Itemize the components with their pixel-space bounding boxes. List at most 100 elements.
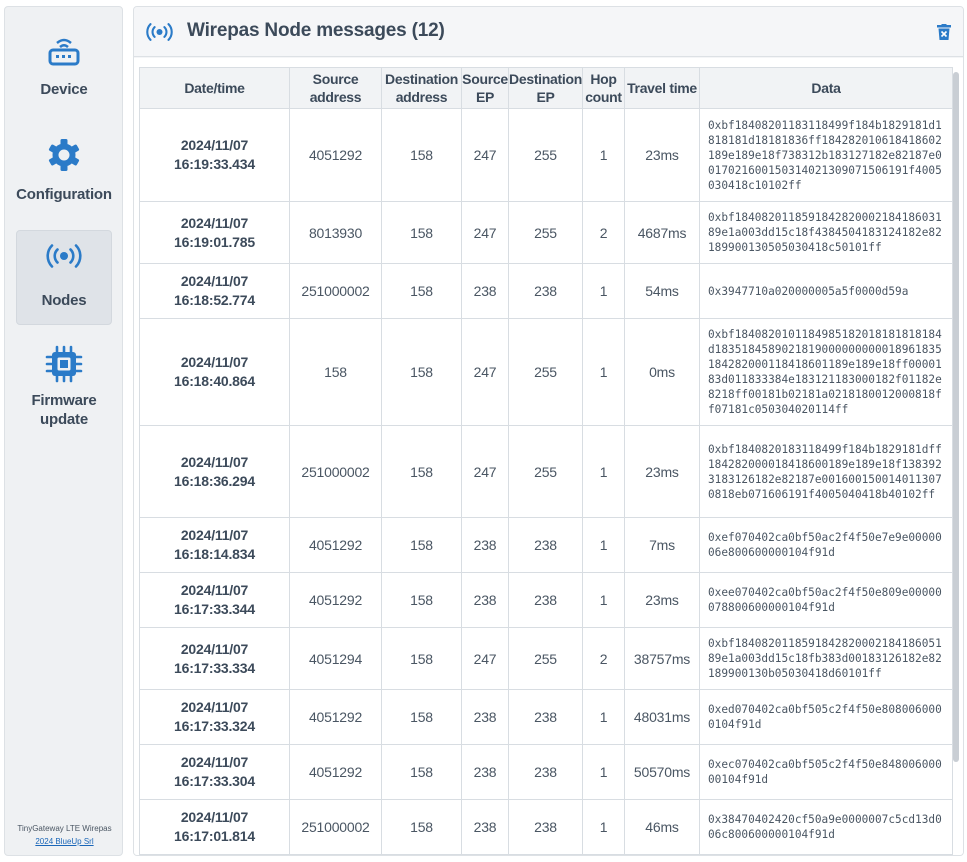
footer-title: TinyGateway LTE Wirepas — [17, 824, 112, 833]
cell-hop-count: 1 — [582, 689, 625, 745]
cell-source-ep: 247 — [461, 201, 509, 264]
node-messages-panel: Wirepas Node messages (12) Date/time Sou… — [133, 6, 964, 856]
cell-hop-count: 1 — [582, 799, 625, 855]
cell-destination-address: 158 — [381, 201, 462, 264]
cell-data: 0xbf1840820101184985182018181818184d1835… — [699, 318, 953, 426]
cell-travel-time: 4687ms — [624, 201, 700, 264]
table-row[interactable]: 2024/11/07 16:18:14.834 4051292 158 238 238 1 7… — [139, 517, 953, 573]
column-header-datetime[interactable]: Date/time — [139, 67, 290, 109]
cell-datetime: 2024/11/07 16:18:36.294 — [139, 425, 290, 518]
cell-hop-count: 1 — [582, 517, 625, 573]
cell-time: 16:19:33.434 — [174, 156, 255, 172]
column-header-travel-time[interactable]: Travel time — [624, 67, 700, 109]
cell-source-address: 4051292 — [289, 689, 382, 745]
cell-hop-count: 2 — [582, 201, 625, 264]
cell-datetime: 2024/11/07 16:17:33.334 — [139, 627, 290, 690]
footer-link[interactable]: 2024 BlueUp Srl — [35, 837, 94, 846]
table-row[interactable]: 2024/11/07 16:17:01.814 251000002 158 238 238… — [139, 799, 953, 855]
cell-source-address: 251000002 — [289, 425, 382, 518]
page-title: Wirepas Node messages (12) — [187, 20, 445, 41]
cell-date: 2024/11/07 — [180, 640, 249, 657]
cell-date: 2024/11/07 — [180, 453, 249, 470]
cell-hop-count: 1 — [582, 744, 625, 800]
table-row[interactable]: 2024/11/07 16:18:52.774 251000002 158 238 238… — [139, 263, 953, 319]
table-row[interactable]: 2024/11/07 16:18:36.294 251000002 158 247 255… — [139, 425, 953, 518]
cell-hop-count: 1 — [582, 108, 625, 202]
cell-destination-address: 158 — [381, 318, 462, 426]
table-row[interactable]: 2024/11/07 16:17:33.304 4051292 158 238 238 1 5… — [139, 744, 953, 800]
table-row[interactable]: 2024/11/07 16:19:33.434 4051292 158 247 255 1 2… — [139, 108, 953, 202]
cell-source-ep: 238 — [461, 572, 509, 628]
router-icon — [47, 34, 81, 68]
cell-source-address: 4051292 — [289, 744, 382, 800]
sidebar: Device Configuration — [4, 6, 123, 856]
panel-header: Wirepas Node messages (12) — [134, 7, 963, 57]
cell-destination-address: 158 — [381, 108, 462, 202]
column-header-destination-ep[interactable]: Destination EP — [508, 67, 583, 109]
table-row[interactable]: 2024/11/07 16:17:33.334 4051294 158 247 255 2 3… — [139, 627, 953, 690]
cell-data: 0xec070402ca0bf505c2f4f50e84800600000104… — [699, 744, 953, 800]
trash-icon[interactable] — [937, 24, 951, 45]
cell-destination-ep: 238 — [508, 572, 583, 628]
column-header-source-ep[interactable]: Source EP — [461, 67, 509, 109]
cell-data: 0xbf18408201185918428200021841860​5189e1… — [699, 627, 953, 690]
table-row[interactable]: 2024/11/07 16:17:33.324 4051292 158 238 238 1 4… — [139, 689, 953, 745]
cell-destination-address: 158 — [381, 517, 462, 573]
scrollbar[interactable] — [953, 72, 959, 762]
cell-time: 16:19:01.785 — [174, 233, 255, 250]
table-container[interactable]: Date/time Source address Destination add… — [134, 58, 963, 855]
cell-data: 0xef070402ca0bf50ac2f4f50e7e9e0000006e80… — [699, 517, 953, 573]
table-row[interactable]: 2024/11/07 16:19:01.785 8013930 158 247 255 2 4… — [139, 201, 953, 264]
cell-date: 2024/11/07 — [180, 809, 249, 825]
sidebar-item-label: Nodes — [41, 292, 87, 309]
column-header-destination-address[interactable]: Destination address — [381, 67, 462, 109]
cell-datetime: 2024/11/07 16:18:14.834 — [139, 517, 290, 573]
cell-source-ep: 238 — [461, 517, 509, 573]
column-header-data[interactable]: Data — [699, 67, 953, 109]
table-row[interactable]: 2024/11/07 16:17:33.344 4051292 158 238 238 1 2… — [139, 572, 953, 628]
column-header-source-address[interactable]: Source address — [289, 67, 382, 109]
cell-data: 0x38470402420cf50a9e0000007c5cd13d006c80… — [699, 799, 953, 855]
cell-hop-count: 1 — [582, 572, 625, 628]
cell-time: 16:17:33.334 — [174, 659, 255, 676]
cell-travel-time: 54ms — [624, 263, 700, 319]
cell-date: 2024/11/07 — [180, 354, 249, 370]
cell-date: 2024/11/07 — [180, 754, 249, 770]
cell-destination-address: 158 — [381, 627, 462, 690]
cell-destination-ep: 255 — [508, 318, 583, 426]
messages-table: Date/time Source address Destination add… — [139, 67, 953, 855]
cell-data: 0xbf18408201831184​99f184b1829181dff1842… — [699, 425, 953, 518]
cell-date: 2024/11/07 — [180, 214, 249, 231]
sidebar-item-nodes[interactable]: Nodes — [16, 230, 112, 325]
cell-destination-ep: 238 — [508, 799, 583, 855]
column-header-hop-count[interactable]: Hop count — [582, 67, 625, 109]
cell-destination-ep: 255 — [508, 627, 583, 690]
cell-source-ep: 238 — [461, 799, 509, 855]
sidebar-item-firmware-update[interactable]: Firmware update — [16, 341, 112, 433]
cell-hop-count: 1 — [582, 425, 625, 518]
sidebar-item-configuration[interactable]: Configuration — [16, 135, 112, 221]
cell-destination-ep: 238 — [508, 689, 583, 745]
cell-source-ep: 238 — [461, 689, 509, 745]
table-row[interactable]: 2024/11/07 16:18:40.864 158 158 247 255 1 0ms 0x… — [139, 318, 953, 426]
cell-datetime: 2024/11/07 16:17:33.344 — [139, 572, 290, 628]
cell-datetime: 2024/11/07 16:17:33.324 — [139, 689, 290, 745]
cell-hop-count: 1 — [582, 318, 625, 426]
cell-date: 2024/11/07 — [180, 699, 249, 715]
cell-source-address: 4051292 — [289, 572, 382, 628]
cell-data: 0xbf18408201185918428200021841860​3189e1… — [699, 201, 953, 264]
cell-destination-address: 158 — [381, 425, 462, 518]
cell-destination-ep: 255 — [508, 201, 583, 264]
footer-brand: TinyGateway LTE Wirepas 2024 BlueUp Srl — [5, 822, 124, 848]
cell-time: 16:18:14.834 — [174, 546, 255, 562]
cell-time: 16:17:33.324 — [174, 718, 255, 734]
cell-travel-time: 46ms — [624, 799, 700, 855]
cell-destination-address: 158 — [381, 744, 462, 800]
sidebar-item-device[interactable]: Device — [16, 30, 112, 116]
cell-date: 2024/11/07 — [180, 582, 249, 598]
cell-data: 0xee070402ca0bf50ac2f4f50e809e0000007880… — [699, 572, 953, 628]
cell-source-ep: 238 — [461, 263, 509, 319]
sidebar-item-label: Configuration — [16, 186, 112, 203]
cell-hop-count: 2 — [582, 627, 625, 690]
cell-time: 16:17:33.344 — [174, 601, 255, 617]
